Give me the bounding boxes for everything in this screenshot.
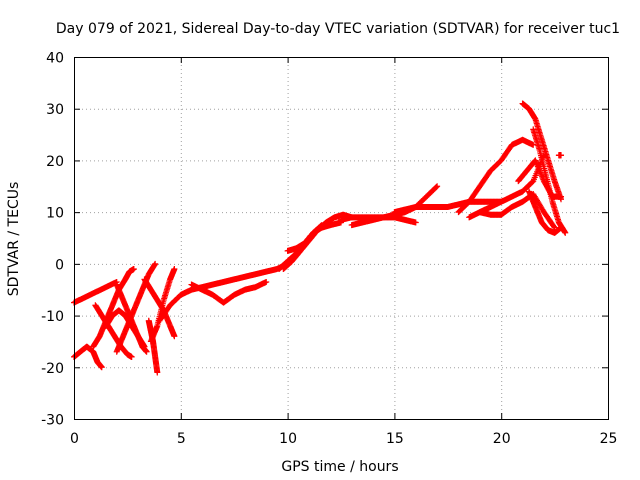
data-point [171,266,178,273]
y-tick-label: 20 [46,154,64,170]
data-point [433,184,440,191]
data-point [154,369,161,376]
y-tick-label: -10 [41,309,64,325]
series-arc-22 [519,100,565,203]
x-tick-label: 5 [177,431,186,447]
y-tick-label: 30 [46,102,64,118]
data-point [434,183,441,190]
y-axis-label: SDTVAR / TECUs [6,182,22,297]
data-point [143,348,150,355]
series-arc-19 [455,136,537,216]
data-point [558,152,565,159]
data-point [550,223,557,230]
y-tick-label: 0 [55,257,64,273]
y-tick-label: 10 [46,206,64,222]
plot-frame [74,57,609,420]
series-arc-25 [525,188,565,236]
y-axis-ticks: 40 30 20 10 0 -10 -20 -30 [41,51,608,429]
data-point [263,278,270,285]
data-point [141,343,148,350]
data-point [130,266,137,273]
y-tick-label: 40 [46,51,64,67]
series-arc-8 [145,317,161,376]
y-tick-label: -20 [41,361,64,377]
series-arc-12 [188,278,270,306]
data-point [128,353,135,360]
data-point [318,222,325,229]
y-tick-label: -30 [41,413,64,429]
x-tick-label: 25 [600,431,618,447]
data-points [71,100,569,376]
series-arc-26 [555,152,565,159]
series-arc-15 [276,222,325,273]
x-axis-ticks: 0 5 10 15 20 25 [70,57,617,447]
x-axis-label: GPS time / hours [281,459,398,475]
data-point [98,364,105,371]
series-arc-5 [113,260,159,355]
x-tick-label: 20 [493,431,511,447]
data-point [558,224,565,231]
chart-title: Day 079 of 2021, Sidereal Day-to-day VTE… [56,21,620,37]
data-point [558,193,565,200]
series-arc-7 [103,307,148,350]
series-arc-17 [348,214,419,229]
series-arc-9 [141,276,178,340]
x-tick-label: 10 [279,431,297,447]
data-point [171,333,178,340]
data-point [530,141,537,148]
x-tick-label: 0 [70,431,79,447]
data-point [412,219,419,226]
data-point [152,260,159,267]
series-arc-2 [71,343,105,371]
x-tick-label: 15 [386,431,404,447]
series-arc-18 [391,198,505,216]
data-point [562,229,569,236]
